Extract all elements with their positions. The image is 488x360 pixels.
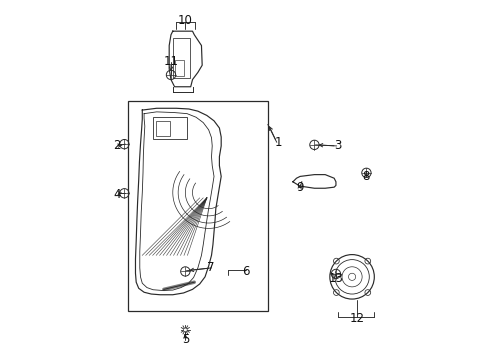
Text: 7: 7 xyxy=(206,261,214,274)
Text: 11: 11 xyxy=(163,55,178,68)
Text: 10: 10 xyxy=(178,14,192,27)
Bar xyxy=(128,101,267,311)
Text: 8: 8 xyxy=(362,170,369,183)
Text: 12: 12 xyxy=(349,311,364,325)
Bar xyxy=(174,60,183,76)
Text: 5: 5 xyxy=(181,333,189,346)
Text: 3: 3 xyxy=(333,139,341,152)
Text: 13: 13 xyxy=(328,272,343,285)
Bar xyxy=(172,39,190,78)
Circle shape xyxy=(183,328,187,332)
Text: 9: 9 xyxy=(296,181,303,194)
Text: 4: 4 xyxy=(113,188,121,201)
Bar xyxy=(153,117,187,139)
Text: 2: 2 xyxy=(113,139,121,152)
Bar xyxy=(155,121,169,136)
Text: 1: 1 xyxy=(274,136,282,149)
Text: 6: 6 xyxy=(242,265,249,278)
